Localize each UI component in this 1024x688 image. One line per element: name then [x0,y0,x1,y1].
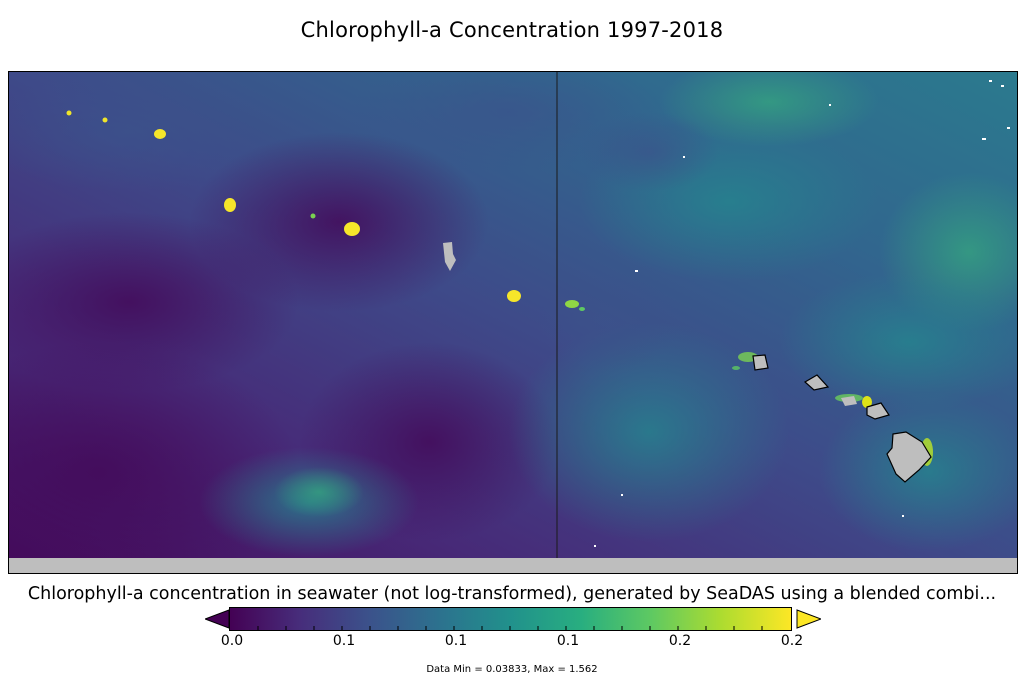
concentration-texture [9,72,1017,573]
hawaiian-islands [732,352,933,483]
colorbar-tick-label: 0.1 [444,633,468,649]
colorbar-extend-min [205,609,230,629]
map-title: Chlorophyll-a Concentration 1997-2018 [300,18,724,42]
map-description: Chlorophyll-a concentration in seawater … [27,584,997,604]
chlorophyll-map[interactable] [8,71,1018,574]
colorbar-tick-label: 0.1 [556,633,580,649]
colorbar-minor-ticks [257,626,763,631]
colorbar [205,606,821,632]
no-data-band [9,558,1017,573]
colorbar-tick-label: 0.1 [332,633,356,649]
colorbar-extend-max [796,609,821,629]
data-range-stats: Data Min = 0.03833, Max = 1.562 [426,664,598,675]
no-data-specks [594,80,1010,547]
colorbar-tick-label: 0.2 [668,633,692,649]
colorbar-tick-label: 0.0 [220,633,244,649]
atoll-hotspots [66,110,585,311]
colorbar-tick-label: 0.2 [780,633,804,649]
colorbar-svg [205,607,821,631]
map-canvas [9,72,1017,573]
